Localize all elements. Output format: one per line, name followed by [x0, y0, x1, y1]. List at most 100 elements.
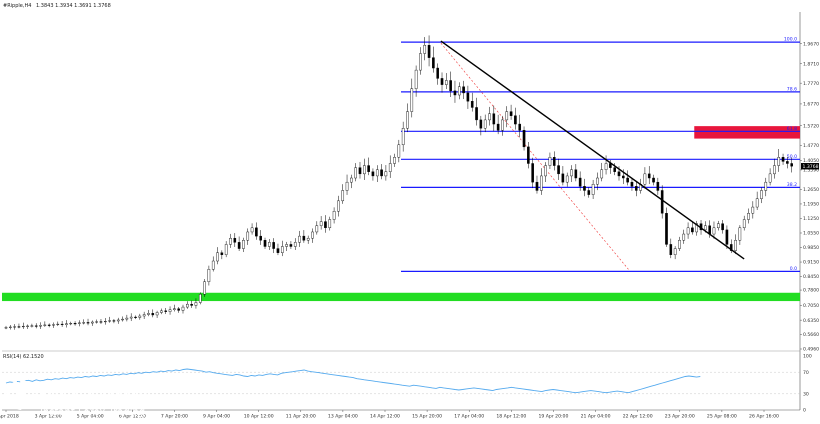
time-tick-label: 18 Apr 12:00	[496, 414, 526, 420]
instaforex-emblem-icon	[6, 380, 36, 410]
candle-body	[91, 321, 94, 324]
candle-body	[43, 324, 47, 326]
price-tick-label: 0.8450	[803, 274, 819, 280]
candle-body	[755, 198, 759, 208]
fib-label: 100.0	[784, 37, 797, 43]
candle-body	[108, 320, 111, 322]
candle-body	[30, 325, 34, 327]
candle-body	[358, 167, 362, 175]
candle-body	[656, 181, 660, 191]
rsi-readout: RSI(14) 62.1520	[3, 354, 44, 360]
candle-body	[147, 313, 150, 315]
price-tick-label: 0.7800	[803, 288, 819, 294]
candle-body	[548, 157, 552, 166]
candle-body	[686, 227, 690, 235]
candle-body	[721, 223, 724, 231]
candle-body	[259, 235, 262, 241]
fib-label: 0.0	[790, 266, 797, 272]
candle-body	[194, 302, 198, 306]
candle-body	[388, 163, 392, 172]
price-tick-label: 1.0550	[803, 231, 819, 237]
candle-body	[21, 325, 25, 328]
price-tick-label: 1.4770	[803, 143, 819, 149]
price-tick-label: 0.5660	[803, 332, 819, 338]
time-tick-label: 19 Apr 20:00	[538, 414, 568, 420]
candle-body	[319, 221, 323, 226]
chart-frame	[2, 12, 801, 411]
price-axis: 1.9670 1.8710 1.7770 1.6770 1.5720 1.4770 1.40…	[800, 41, 819, 353]
candle-body	[574, 169, 578, 179]
candle-body	[363, 165, 366, 175]
candle-body	[652, 177, 655, 183]
candle-body	[134, 316, 137, 318]
candle-body	[432, 57, 435, 69]
candle-body	[103, 320, 107, 323]
candle-body	[255, 227, 258, 237]
candle-body	[190, 303, 193, 306]
candle-body	[341, 190, 345, 202]
candle-body	[531, 163, 534, 183]
time-tick-label: 23 Apr 20:00	[665, 414, 695, 420]
fib-label: 78.6	[787, 86, 797, 92]
time-tick-label: 13 Apr 04:00	[328, 414, 358, 420]
candle-body	[492, 113, 496, 125]
candle-body	[488, 113, 491, 121]
brand-tagline: Instant Forex Trading	[40, 407, 145, 418]
candle-body	[371, 171, 375, 177]
candle-body	[129, 316, 133, 319]
candle-body	[630, 181, 634, 187]
candle-body	[250, 227, 254, 233]
time-tick-label: 14 Apr 12:00	[370, 414, 400, 420]
candle-body	[660, 190, 664, 214]
price-tick-label: 0.9150	[803, 260, 819, 266]
candle-body	[181, 306, 185, 311]
candle-body	[483, 119, 487, 129]
time-tick-label: 25 Apr 08:00	[707, 414, 737, 420]
candle-body	[82, 322, 86, 324]
candle-body	[168, 309, 172, 312]
candle-body	[216, 252, 219, 262]
candle-body	[578, 177, 582, 187]
candle-body	[479, 119, 483, 129]
candle-body	[725, 229, 729, 245]
candle-body	[229, 237, 232, 245]
candle-body	[164, 310, 168, 312]
candle-body	[401, 128, 405, 146]
candle-body	[505, 111, 509, 121]
candle-body	[691, 227, 694, 233]
current-price-label: 1.3768	[803, 164, 819, 170]
price-tick-label: 1.6770	[803, 102, 819, 108]
candle-body	[39, 325, 42, 327]
time-tick-label: 7 Apr 20:00	[161, 414, 188, 420]
time-tick-label: 22 Apr 12:00	[623, 414, 653, 420]
candle-body	[112, 320, 116, 322]
candle-body	[60, 323, 64, 325]
price-tick-label: 1.1950	[803, 202, 819, 208]
candle-body	[583, 186, 586, 191]
fib-label: 38.2	[787, 182, 797, 188]
rsi-level-label: 70	[803, 370, 809, 376]
candle-body	[673, 248, 677, 255]
rsi-level-label: 30	[803, 391, 809, 397]
price-tick-label: 0.9850	[803, 245, 819, 251]
candle-body	[65, 323, 68, 325]
time-tick-label: 3 Apr 12:00	[35, 414, 62, 420]
candle-body	[622, 175, 625, 179]
candle-body	[380, 169, 383, 177]
candle-body	[626, 177, 629, 183]
candle-body	[565, 175, 569, 183]
candle-body	[69, 323, 73, 325]
candle-body	[742, 219, 746, 229]
candle-body	[544, 165, 547, 177]
time-tick-label: 5 Apr 04:00	[77, 414, 104, 420]
candle-body	[233, 237, 237, 243]
candle-body	[747, 213, 750, 220]
candle-body	[272, 242, 275, 249]
candle-body	[198, 294, 202, 303]
candle-body	[419, 53, 422, 71]
candle-body	[509, 111, 513, 116]
candle-body	[276, 248, 280, 253]
candle-body	[160, 310, 163, 313]
descending-trendline	[440, 40, 745, 260]
